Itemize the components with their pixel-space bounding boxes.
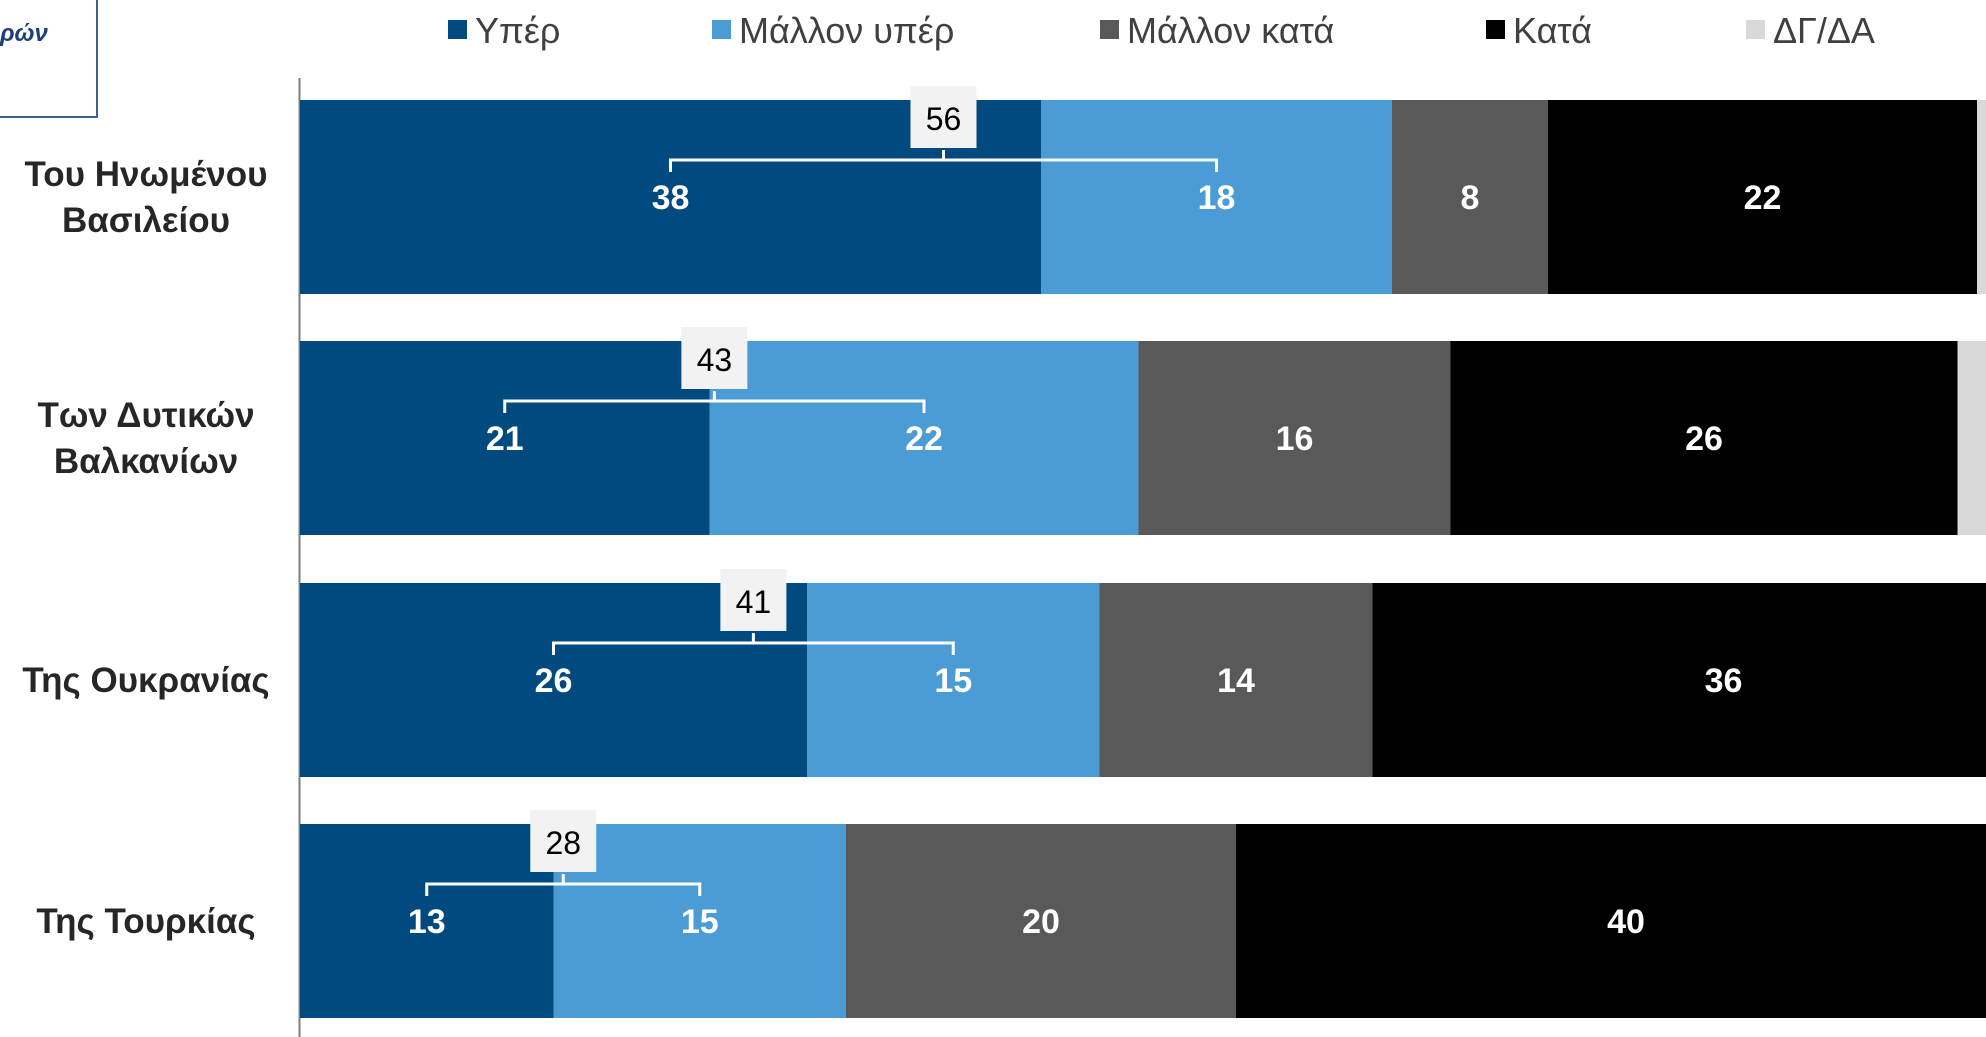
data-label: 21: [486, 420, 524, 458]
legend-label: Υπέρ: [475, 10, 560, 51]
bar-segment: [1372, 583, 1986, 777]
total-label: 56: [926, 101, 962, 137]
bar-segment: [553, 824, 846, 1018]
bar-segment: [1977, 100, 1986, 294]
category-label: Της Ουκρανίας: [22, 661, 269, 700]
legend-label: Μάλλον υπέρ: [739, 10, 954, 51]
bar-segment: [1392, 100, 1548, 294]
bar-segment: [807, 583, 1100, 777]
legend-swatch: [448, 20, 467, 39]
data-label: 22: [905, 420, 943, 458]
bar-segment: [1548, 100, 1977, 294]
data-label: 38: [652, 179, 690, 217]
category-label: Του Ηνωμένου: [25, 155, 268, 194]
data-label: 15: [681, 903, 719, 941]
legend-swatch: [1746, 20, 1765, 39]
total-box: [681, 327, 748, 389]
total-box: [910, 86, 977, 148]
corner-label: ρών: [0, 20, 48, 47]
corner-box: ρών: [0, 0, 98, 118]
total-bracket: [552, 633, 955, 655]
data-label: 18: [1198, 179, 1236, 217]
total-label: 43: [697, 342, 733, 378]
data-label: 26: [1685, 420, 1723, 458]
category-label: Βαλκανίων: [54, 442, 238, 481]
data-label: 16: [1276, 420, 1314, 458]
bar-segment: [1236, 824, 1986, 1018]
bar-segment: [1450, 341, 1958, 535]
legend-label: Μάλλον κατά: [1127, 10, 1334, 51]
data-label: 8: [1461, 179, 1480, 217]
total-label: 28: [545, 825, 581, 861]
data-label: 14: [1217, 662, 1255, 700]
legend-swatch: [1100, 20, 1119, 39]
data-label: 40: [1607, 903, 1645, 941]
data-label: 15: [934, 662, 972, 700]
data-label: 22: [1744, 179, 1782, 217]
legend-swatch: [712, 20, 731, 39]
category-label: Της Τουρκίας: [36, 902, 255, 941]
bar-segment: [300, 824, 554, 1018]
bar-segment: [300, 341, 710, 535]
total-box: [530, 810, 597, 872]
data-label: 26: [535, 662, 573, 700]
bar-segment: [709, 341, 1139, 535]
bar-segment: [1099, 583, 1373, 777]
category-label: Των Δυτικών: [37, 396, 254, 435]
data-label: 20: [1022, 903, 1060, 941]
total-bracket: [425, 874, 702, 896]
total-box: [720, 569, 787, 631]
legend-label: ΔΓ/ΔΑ: [1773, 10, 1875, 51]
bar-segment: [1957, 341, 1986, 535]
legend-label: Κατά: [1513, 10, 1592, 51]
total-label: 41: [736, 584, 772, 620]
bar-segment: [1041, 100, 1392, 294]
data-label: 36: [1705, 662, 1743, 700]
total-bracket: [503, 391, 926, 413]
total-bracket: [669, 150, 1218, 172]
data-label: 13: [408, 903, 446, 941]
bar-segment: [1138, 341, 1451, 535]
bar-segment: [846, 824, 1236, 1018]
category-label: Βασιλείου: [62, 201, 230, 240]
legend-swatch: [1486, 20, 1505, 39]
